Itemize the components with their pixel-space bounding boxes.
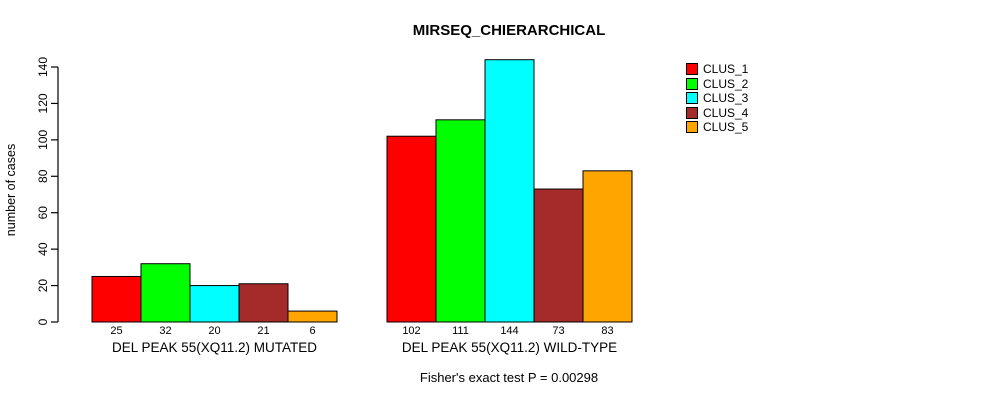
plot-dynamic-layer: 0 20 40 60 80 100 120 140 25 32 20 21 6 DEL PEAK 55(X… <box>36 57 633 355</box>
legend-swatch <box>686 106 698 119</box>
chart-title: MIRSEQ_CHIERARCHICAL <box>413 22 606 39</box>
legend-swatch <box>686 63 698 76</box>
annotation-text: Fisher's exact test P = 0.00298 <box>420 370 598 385</box>
legend-item: CLUS_4 <box>686 106 748 121</box>
legend-swatch <box>686 77 698 90</box>
y-axis-tick-label: 80 <box>36 169 50 183</box>
bar-clus_1-group2 <box>386 135 437 323</box>
legend-label: CLUS_2 <box>703 76 749 91</box>
bar-clus_1-group1 <box>91 275 142 323</box>
legend-item: CLUS_1 <box>686 62 748 77</box>
bar-clus_5-group2 <box>582 170 633 323</box>
bar-clus_3-group2 <box>484 59 535 323</box>
bar-value-label: 32 <box>159 325 171 337</box>
bar-value-label: 102 <box>402 325 420 337</box>
bar-value-label: 83 <box>601 325 613 337</box>
y-axis-tick-label: 20 <box>36 279 50 293</box>
y-axis-tick-label: 60 <box>36 206 50 220</box>
bar-value-label: 20 <box>208 325 220 337</box>
bar-clus_4-group2 <box>533 188 584 323</box>
y-axis-tick-label: 40 <box>36 242 50 256</box>
legend-swatch <box>686 92 698 105</box>
legend-label: CLUS_1 <box>703 62 749 77</box>
legend-label: CLUS_5 <box>703 120 749 135</box>
bar-clus_2-group1 <box>140 263 191 323</box>
category-label: DEL PEAK 55(XQ11.2) MUTATED <box>112 340 317 355</box>
legend-item: CLUS_3 <box>686 91 748 106</box>
bar-clus_3-group1 <box>189 285 240 323</box>
y-axis-title: number of cases <box>4 144 18 236</box>
bar-clus_5-group1 <box>287 310 338 323</box>
y-axis-tick-label: 140 <box>36 57 50 77</box>
y-axis-tick-label: 100 <box>36 130 50 150</box>
bar-value-label: 6 <box>309 325 315 337</box>
bar-value-label: 73 <box>552 325 564 337</box>
bar-value-label: 25 <box>110 325 122 337</box>
bar-clus_4-group1 <box>238 283 289 323</box>
legend-item: CLUS_5 <box>686 120 748 135</box>
legend: CLUS_1 CLUS_2 CLUS_3 CLUS_4 CLUS_5 <box>686 62 748 135</box>
category-label: DEL PEAK 55(XQ11.2) WILD-TYPE <box>402 340 617 355</box>
bar-value-label: 21 <box>257 325 269 337</box>
bar-clus_2-group2 <box>435 119 486 323</box>
legend-label: CLUS_4 <box>703 105 749 120</box>
legend-item: CLUS_2 <box>686 77 748 92</box>
y-axis-tick-label: 0 <box>36 318 50 325</box>
legend-label: CLUS_3 <box>703 91 749 106</box>
bar-value-label: 111 <box>452 325 469 337</box>
legend-swatch <box>686 121 698 134</box>
y-axis-tick-label: 120 <box>36 93 50 113</box>
bar-value-label: 144 <box>500 325 518 337</box>
